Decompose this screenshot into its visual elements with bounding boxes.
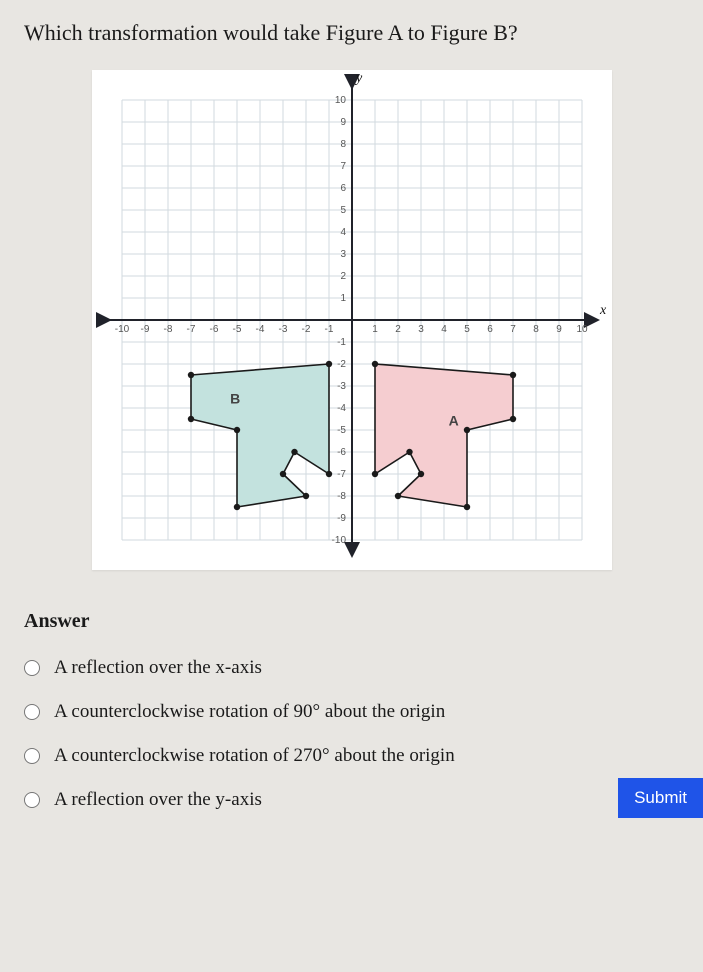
svg-text:7: 7 xyxy=(510,324,516,335)
svg-text:-2: -2 xyxy=(337,359,346,370)
svg-text:6: 6 xyxy=(487,324,493,335)
svg-text:7: 7 xyxy=(340,161,346,172)
svg-text:-7: -7 xyxy=(337,469,346,480)
option-label: A counterclockwise rotation of 90° about… xyxy=(54,701,445,723)
svg-text:-5: -5 xyxy=(232,324,241,335)
svg-text:-3: -3 xyxy=(278,324,287,335)
svg-text:5: 5 xyxy=(340,205,346,216)
svg-text:y: y xyxy=(354,71,363,86)
option-label: A reflection over the x-axis xyxy=(54,657,262,679)
graph-container: -10 -9 -8 -7 -6 -5 -4 -3 -2 -1 1 2 3 4 5 6 7 8 9 10 10 9 8 7 6 5 4… xyxy=(24,70,679,570)
svg-text:-6: -6 xyxy=(209,324,218,335)
svg-text:-3: -3 xyxy=(337,381,346,392)
option-label: A reflection over the y-axis xyxy=(54,789,262,811)
svg-text:-1: -1 xyxy=(324,324,333,335)
svg-text:1: 1 xyxy=(372,324,378,335)
option-row[interactable]: A counterclockwise rotation of 90° about… xyxy=(24,701,679,723)
svg-text:-8: -8 xyxy=(163,324,172,335)
option-row[interactable]: A reflection over the x-axis xyxy=(24,657,679,679)
answer-heading: Answer xyxy=(24,610,679,633)
radio-icon[interactable] xyxy=(24,704,40,720)
svg-text:-4: -4 xyxy=(337,403,346,414)
svg-text:-10: -10 xyxy=(331,535,346,546)
svg-text:2: 2 xyxy=(395,324,401,335)
svg-text:1: 1 xyxy=(340,293,346,304)
svg-text:2: 2 xyxy=(340,271,346,282)
svg-text:-9: -9 xyxy=(140,324,149,335)
svg-text:10: 10 xyxy=(334,95,346,106)
option-row[interactable]: A reflection over the y-axis xyxy=(24,789,679,811)
svg-text:4: 4 xyxy=(340,227,346,238)
svg-text:-10: -10 xyxy=(114,324,129,335)
svg-text:-6: -6 xyxy=(337,447,346,458)
svg-text:-2: -2 xyxy=(301,324,310,335)
radio-icon[interactable] xyxy=(24,748,40,764)
svg-text:9: 9 xyxy=(556,324,562,335)
svg-text:-9: -9 xyxy=(337,513,346,524)
svg-text:A: A xyxy=(448,413,458,429)
radio-icon[interactable] xyxy=(24,792,40,808)
coordinate-graph: -10 -9 -8 -7 -6 -5 -4 -3 -2 -1 1 2 3 4 5 6 7 8 9 10 10 9 8 7 6 5 4… xyxy=(92,70,612,570)
options-list: A reflection over the x-axis A countercl… xyxy=(24,657,679,811)
option-row[interactable]: A counterclockwise rotation of 270° abou… xyxy=(24,745,679,767)
svg-text:3: 3 xyxy=(418,324,424,335)
svg-text:4: 4 xyxy=(441,324,447,335)
svg-text:8: 8 xyxy=(340,139,346,150)
svg-text:8: 8 xyxy=(533,324,539,335)
svg-text:5: 5 xyxy=(464,324,470,335)
question-text: Which transformation would take Figure A… xyxy=(24,20,679,46)
svg-text:-1: -1 xyxy=(337,337,346,348)
svg-text:-5: -5 xyxy=(337,425,346,436)
svg-text:-7: -7 xyxy=(186,324,195,335)
svg-text:-8: -8 xyxy=(337,491,346,502)
svg-text:-4: -4 xyxy=(255,324,264,335)
svg-text:9: 9 xyxy=(340,117,346,128)
svg-text:3: 3 xyxy=(340,249,346,260)
svg-text:6: 6 xyxy=(340,183,346,194)
svg-text:B: B xyxy=(230,391,240,407)
svg-text:10: 10 xyxy=(576,324,588,335)
radio-icon[interactable] xyxy=(24,660,40,676)
submit-button[interactable]: Submit xyxy=(618,778,703,818)
svg-text:x: x xyxy=(599,303,607,318)
option-label: A counterclockwise rotation of 270° abou… xyxy=(54,745,455,767)
